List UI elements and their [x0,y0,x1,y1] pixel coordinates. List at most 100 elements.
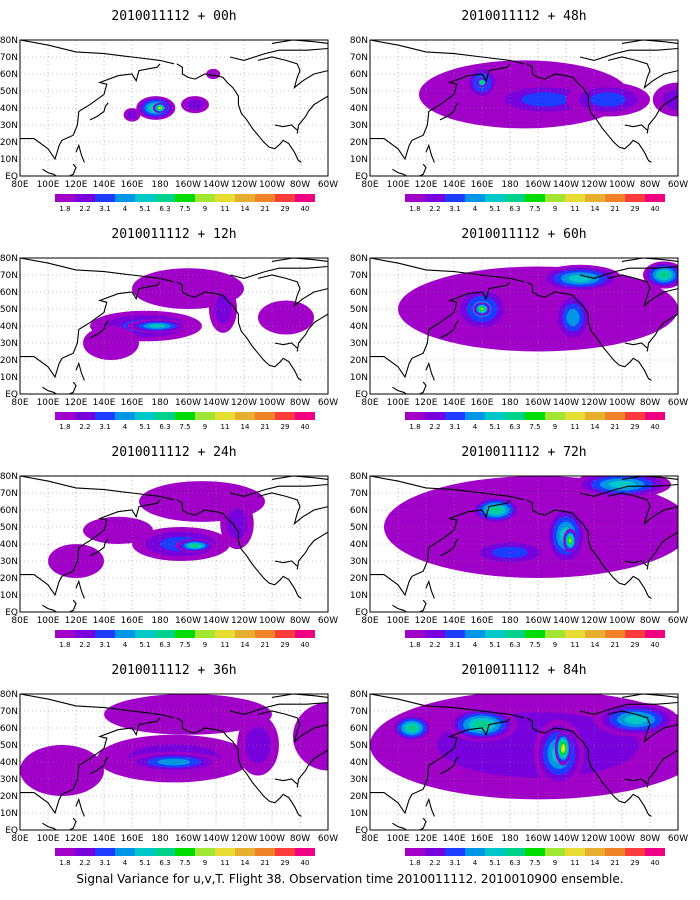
colorbar-swatch [295,412,315,420]
coastline [425,143,435,163]
variance-field [370,258,678,394]
lat-tick-label: 20N [0,138,18,148]
colorbar-swatch [255,848,275,856]
lat-tick-label: 10N [0,591,18,601]
lat-tick-label: 10N [350,155,368,165]
colorbar-swatch [215,848,235,856]
variance-contour [624,714,648,725]
colorbar-label: 40 [301,859,310,867]
colorbar-swatch [605,194,625,202]
lat-tick-label: 40N [350,104,368,114]
colorbar-swatch [525,412,545,420]
panel-title: 2010011112 + 12h [111,227,236,242]
lon-tick-label: 120E [415,616,438,626]
lon-tick-label: 180 [501,398,518,408]
colorbar-swatch [485,194,505,202]
colorbar-label: 4 [123,423,128,431]
colorbar-label: 4 [123,859,128,867]
lon-tick-label: 120W [231,834,257,844]
variance-contour [568,538,572,543]
variance-contour [157,758,191,766]
lon-tick-label: 160W [525,834,551,844]
colorbar-label: 2.2 [79,423,90,431]
coastline [370,717,511,815]
lon-tick-label: 80E [361,616,378,626]
colorbar-swatch [235,848,255,856]
colorbar-label: 9 [203,423,207,431]
map-frame [19,39,329,177]
lon-tick-label: 60W [318,616,338,626]
coastline [20,258,175,283]
coastline [176,63,302,163]
coastline [392,163,427,176]
coastline [526,63,652,163]
colorbar: 1.8 2.2 3.1 4 5.1 6.3 7.5 9 11 14 21 29 40 [55,630,315,649]
coastline [621,476,678,480]
lat-tick-label: 20N [350,138,368,148]
colorbar-swatch [235,194,255,202]
lon-tick-label: 120E [65,834,88,844]
colorbar-label: 3.1 [449,641,460,649]
colorbar-label: 40 [301,641,310,649]
colorbar-swatch [465,630,485,638]
map-frame [369,39,679,177]
colorbar-swatch [215,412,235,420]
variance-field [370,40,678,176]
colorbar-swatch [195,194,215,202]
coastline [271,258,328,262]
colorbar: 1.8 2.2 3.1 4 5.1 6.3 7.5 9 11 14 21 29 40 [405,412,665,431]
colorbar-swatch [525,194,545,202]
colorbar-swatch [445,848,465,856]
lon-tick-label: 100W [259,398,285,408]
lat-tick-label: 40N [350,540,368,550]
colorbar-swatch [175,848,195,856]
lon-tick-label: 80E [361,180,378,190]
colorbar-swatch [565,412,585,420]
lon-tick-label: 140E [443,398,466,408]
lon-tick-label: 140E [443,616,466,626]
variance-contour [258,300,314,335]
colorbar-label: 6.3 [159,859,170,867]
colorbar-swatch [545,848,565,856]
lat-tick-label: 20N [0,792,18,802]
coastline [439,538,459,557]
colorbar-label: 9 [203,859,207,867]
colorbar-label: 6.3 [509,423,520,431]
colorbar-label: 40 [651,641,660,649]
colorbar-swatch [95,194,115,202]
colorbar-label: 21 [261,423,270,431]
map-frame [19,693,329,831]
colorbar-swatch [565,848,585,856]
colorbar-label: 29 [631,205,640,213]
colorbar-label: 2.2 [429,641,440,649]
lat-tick-label: 70N [0,707,18,717]
colorbar-label: 11 [571,205,580,213]
colorbar-label: 21 [261,859,270,867]
variance-field [20,40,328,176]
colorbar-swatch [155,848,175,856]
colorbar-swatch [55,194,75,202]
lon-tick-label: 120W [581,616,607,626]
colorbar-swatch [195,412,215,420]
colorbar-label: 9 [553,205,557,213]
variance-field [20,258,328,394]
lat-tick-label: 60N [0,288,18,298]
coastline [621,40,678,44]
lat-tick-label: 80N [0,254,18,264]
coastline [607,56,678,90]
lat-tick-label: 80N [350,36,368,46]
colorbar-label: 5.1 [139,205,150,213]
variance-contour [384,476,678,578]
variance-contour [561,745,565,752]
coastline [75,797,85,817]
colorbar-swatch [565,630,585,638]
variance-contour [186,99,204,110]
coastline [425,361,435,381]
colorbar-swatch [645,412,665,420]
colorbar-swatch [545,412,565,420]
lat-tick-label: 70N [0,53,18,63]
coastline [646,531,678,570]
lon-tick-label: 80W [290,616,310,626]
lon-tick-label: 160W [175,616,201,626]
